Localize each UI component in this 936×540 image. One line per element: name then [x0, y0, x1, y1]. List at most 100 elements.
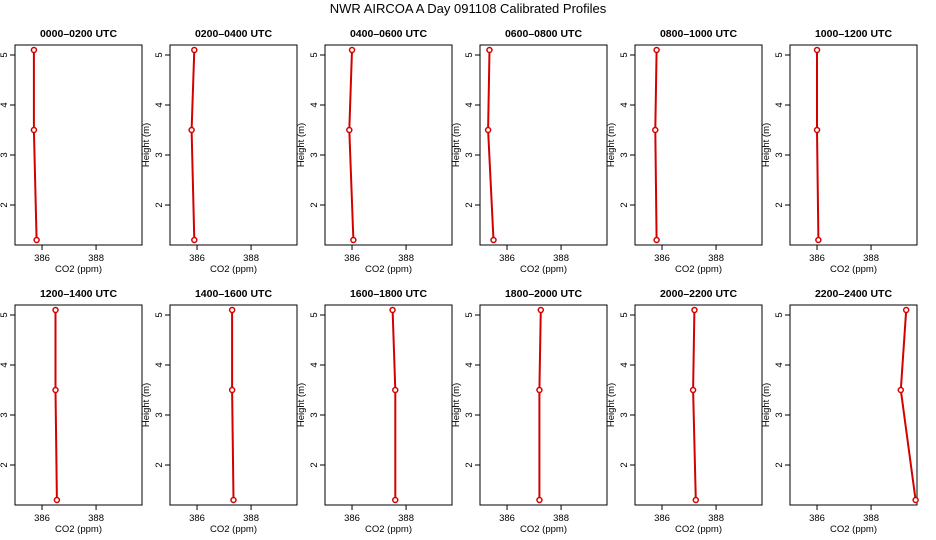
data-point [392, 496, 399, 504]
data-point [188, 126, 195, 134]
y-tick-label: 4 [154, 102, 165, 107]
plot-frame [789, 44, 918, 246]
y-tick-label: 5 [0, 52, 10, 57]
x-tick-label: 386 [344, 253, 360, 264]
y-tick-label: 2 [774, 202, 785, 207]
plot-frame [169, 44, 298, 246]
plot-frame [324, 304, 453, 506]
panel-title: 1200–1400 UTC [40, 288, 117, 300]
data-point [191, 236, 198, 244]
y-tick-label: 2 [309, 462, 320, 467]
x-axis-label: CO2 (ppm) [210, 524, 257, 535]
y-tick-label: 2 [619, 462, 630, 467]
y-tick-label: 5 [774, 312, 785, 317]
data-point [536, 496, 543, 504]
panel-title: 0600–0800 UTC [505, 28, 582, 40]
y-tick-label: 3 [774, 152, 785, 157]
data-point [53, 496, 61, 504]
y-tick-label: 3 [0, 152, 10, 157]
x-tick-label: 386 [34, 513, 50, 524]
profile-line [54, 310, 58, 501]
x-tick-label: 386 [189, 513, 205, 524]
y-tick-label: 3 [619, 152, 630, 157]
data-point [902, 306, 910, 314]
data-point [912, 496, 919, 504]
y-tick-label: 2 [619, 202, 630, 207]
y-tick-label: 2 [774, 462, 785, 467]
x-axis-label: CO2 (ppm) [675, 264, 722, 275]
x-tick-label: 386 [189, 253, 205, 264]
data-point [689, 386, 697, 394]
y-axis-label: Height (m) [141, 383, 152, 427]
data-point [653, 236, 660, 244]
x-axis-label: CO2 (ppm) [55, 524, 102, 535]
x-tick-label: 388 [398, 513, 414, 524]
x-tick-label: 388 [553, 513, 569, 524]
y-axis-label: Height (m) [451, 383, 462, 427]
y-tick-label: 4 [309, 362, 320, 367]
y-tick-label: 4 [0, 102, 10, 107]
y-axis-label: Height (m) [451, 123, 462, 167]
plot-frame [169, 304, 298, 506]
y-tick-label: 3 [619, 412, 630, 417]
data-point [33, 236, 40, 244]
y-tick-label: 2 [154, 202, 165, 207]
profile-line [391, 309, 397, 500]
x-tick-label: 388 [863, 513, 879, 524]
x-axis-label: CO2 (ppm) [830, 264, 877, 275]
data-point [389, 306, 396, 314]
y-tick-label: 5 [0, 312, 10, 317]
y-axis-label: Height (m) [606, 123, 617, 167]
panel-title: 2000–2200 UTC [660, 288, 737, 300]
y-tick-label: 5 [154, 312, 165, 317]
data-point [691, 306, 698, 314]
x-tick-label: 388 [243, 253, 259, 264]
data-point [228, 386, 236, 394]
y-tick-label: 5 [309, 52, 320, 57]
x-tick-label: 386 [654, 253, 670, 264]
panel-title: 1400–1600 UTC [195, 288, 272, 300]
x-tick-label: 388 [88, 513, 104, 524]
y-tick-label: 4 [154, 362, 165, 367]
figure-title: NWR AIRCOA A Day 091108 Calibrated Profi… [330, 1, 607, 16]
y-tick-label: 4 [464, 362, 475, 367]
y-axis-label: Height (m) [761, 383, 772, 427]
data-point [652, 126, 659, 134]
x-axis-label: CO2 (ppm) [210, 264, 257, 275]
plot-frame [479, 304, 608, 506]
panel-title: 0800–1000 UTC [660, 28, 737, 40]
y-tick-label: 4 [774, 362, 785, 367]
data-point [191, 46, 198, 54]
data-point [52, 386, 59, 394]
panel-title: 1800–2000 UTC [505, 288, 582, 300]
y-tick-label: 2 [464, 462, 475, 467]
data-point [815, 236, 822, 244]
y-axis-label: Height (m) [296, 383, 307, 427]
y-tick-label: 5 [619, 52, 630, 57]
y-tick-label: 5 [154, 52, 165, 57]
x-tick-label: 388 [708, 513, 724, 524]
panel-title: 0000–0200 UTC [40, 28, 117, 40]
y-tick-label: 5 [619, 312, 630, 317]
x-tick-label: 388 [863, 253, 879, 264]
data-point [653, 46, 660, 54]
data-point [392, 386, 399, 394]
data-point [30, 126, 38, 134]
x-axis-label: CO2 (ppm) [520, 524, 567, 535]
x-tick-label: 388 [553, 253, 569, 264]
x-axis-label: CO2 (ppm) [365, 264, 412, 275]
y-tick-label: 2 [0, 462, 10, 467]
y-tick-label: 4 [619, 102, 630, 107]
data-point [536, 386, 543, 394]
plot-frame [324, 44, 453, 246]
profile-line [692, 309, 697, 501]
x-axis-label: CO2 (ppm) [365, 524, 412, 535]
y-tick-label: 3 [464, 152, 475, 157]
data-point [692, 496, 700, 504]
x-axis-label: CO2 (ppm) [830, 524, 877, 535]
